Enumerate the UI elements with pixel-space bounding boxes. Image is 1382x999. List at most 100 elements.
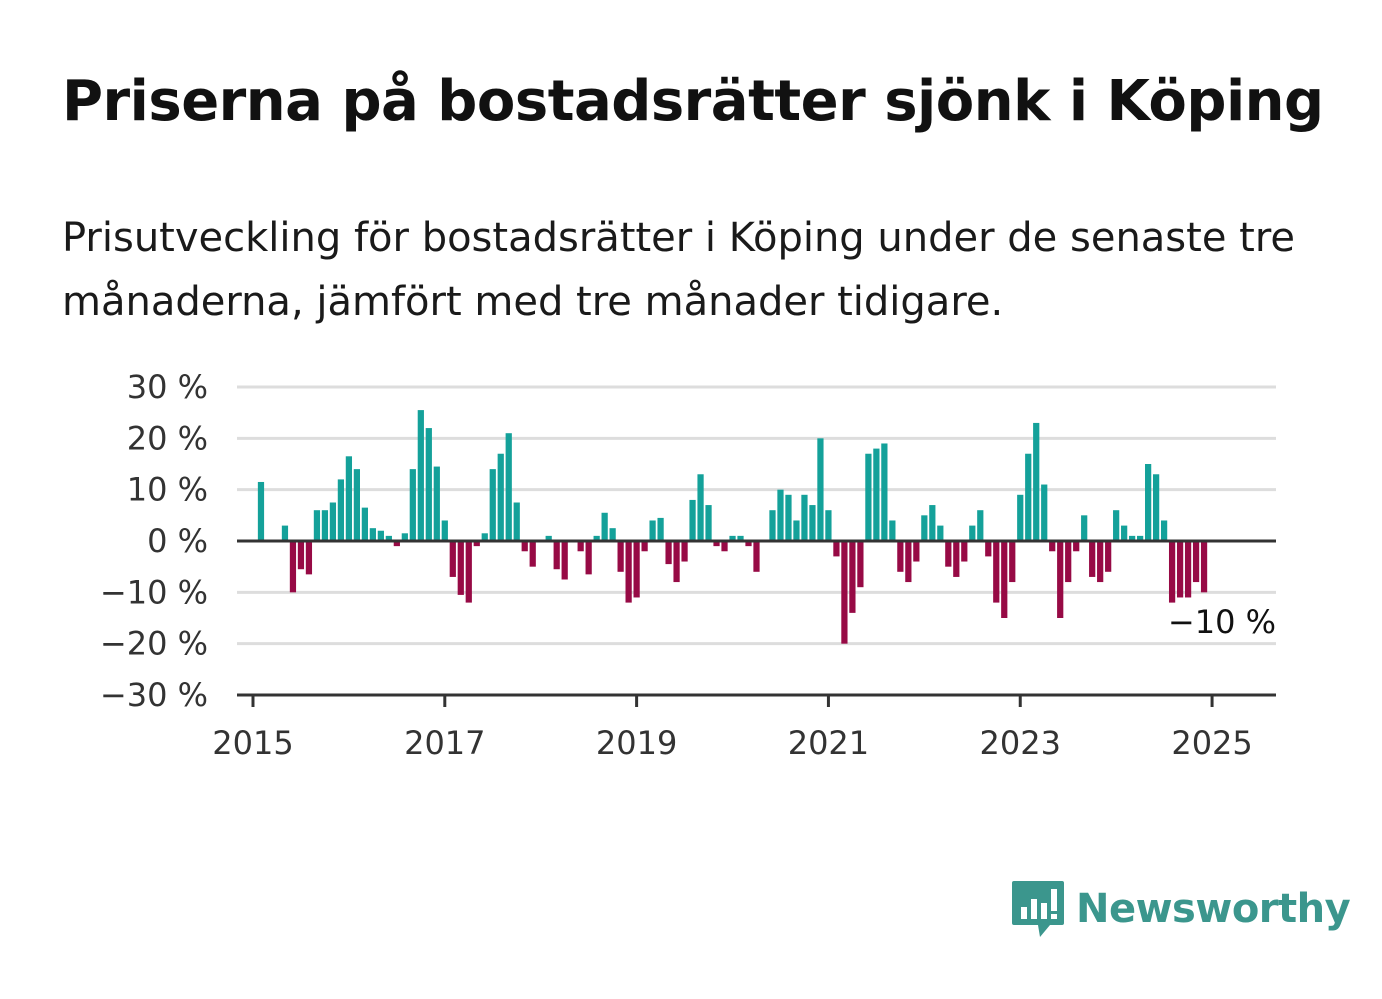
bar <box>913 541 920 562</box>
bar <box>1105 541 1112 572</box>
bar <box>473 541 480 547</box>
x-axis-labels: 2015 2017 2019 2021 2023 2025 <box>212 724 1253 762</box>
bar <box>1121 525 1128 541</box>
newsworthy-logo[interactable]: Newsworthy <box>1010 878 1351 940</box>
bar <box>601 512 608 541</box>
y-tick-label: −10 % <box>100 573 208 611</box>
bar <box>801 494 808 541</box>
last-value-label: −10 % <box>1168 603 1276 641</box>
bar <box>1025 453 1032 541</box>
bar <box>1137 535 1144 541</box>
bar <box>513 502 520 541</box>
bar <box>817 438 824 541</box>
bar <box>457 541 464 595</box>
bar <box>625 541 632 603</box>
y-tick-label: 30 % <box>127 368 208 406</box>
bar <box>353 469 360 541</box>
bar <box>1041 484 1048 541</box>
newsworthy-logo-icon <box>1012 881 1064 937</box>
bar <box>409 469 416 541</box>
bar <box>865 453 872 541</box>
x-tick-label: 2019 <box>596 724 677 762</box>
bar <box>1113 510 1120 541</box>
bar <box>505 433 512 541</box>
bar <box>985 541 992 557</box>
y-tick-label: 20 % <box>127 419 208 457</box>
bar <box>825 510 832 541</box>
bar <box>337 479 345 541</box>
bar <box>1073 541 1080 552</box>
bar <box>937 525 944 541</box>
bar <box>617 541 624 572</box>
bar <box>553 541 560 570</box>
bar <box>745 541 752 547</box>
bar <box>521 541 528 552</box>
bar <box>1049 541 1056 552</box>
bar <box>889 520 896 541</box>
chart-title: Priserna på bostadsrätter sjönk i Köping <box>62 69 1324 134</box>
bar <box>777 489 784 541</box>
bar <box>1168 541 1176 603</box>
x-tick-label: 2023 <box>980 724 1061 762</box>
bar <box>561 541 568 580</box>
bar <box>489 469 496 541</box>
brand-name: Newsworthy <box>1076 886 1351 932</box>
bar <box>481 533 488 541</box>
bars <box>257 410 1208 644</box>
bar <box>905 541 912 583</box>
bar <box>657 517 664 541</box>
bar <box>1129 535 1136 541</box>
bar <box>1145 464 1152 541</box>
bar <box>433 466 440 541</box>
bar <box>713 541 720 547</box>
bar <box>689 499 696 541</box>
bar <box>321 510 329 541</box>
x-tick-label: 2017 <box>404 724 485 762</box>
bar <box>929 505 936 541</box>
bar <box>681 541 688 562</box>
bar <box>529 541 536 567</box>
bar <box>873 448 880 541</box>
gridlines <box>237 385 1276 646</box>
bar <box>633 541 640 598</box>
bar <box>1009 541 1016 583</box>
bar <box>361 507 368 541</box>
bar <box>665 541 672 565</box>
x-tick-label: 2025 <box>1171 724 1252 762</box>
bar <box>393 541 400 547</box>
bar <box>1153 474 1160 541</box>
bar <box>945 541 952 567</box>
bar <box>441 520 448 541</box>
bar <box>641 541 648 552</box>
y-tick-label: −20 % <box>100 625 208 663</box>
bar <box>385 535 392 541</box>
y-tick-label: 0 % <box>147 522 208 560</box>
bar <box>921 515 928 541</box>
bar <box>1184 541 1192 598</box>
bar <box>281 525 289 541</box>
bar <box>329 502 337 541</box>
bar <box>377 530 384 541</box>
bar <box>1065 541 1072 583</box>
bar <box>897 541 904 572</box>
bar <box>793 520 800 541</box>
bar <box>1176 541 1184 598</box>
bar <box>977 510 984 541</box>
bar <box>833 541 840 557</box>
bar <box>465 541 472 603</box>
bar <box>809 505 816 541</box>
bar <box>705 505 712 541</box>
bar <box>969 525 976 541</box>
bar <box>849 541 856 613</box>
bar <box>993 541 1000 603</box>
bar <box>577 541 584 552</box>
bar <box>1057 541 1064 618</box>
y-tick-label: −30 % <box>100 676 208 714</box>
bar <box>1001 541 1008 618</box>
y-axis-labels: 30 % 20 % 10 % 0 % −10 % −20 % −30 % <box>100 368 208 714</box>
bar <box>857 541 864 588</box>
bar <box>697 474 704 541</box>
chart-subtitle: Prisutveckling för bostadsrätter i Köpin… <box>62 215 1296 325</box>
x-tick-label: 2021 <box>788 724 869 762</box>
bar <box>497 453 504 541</box>
